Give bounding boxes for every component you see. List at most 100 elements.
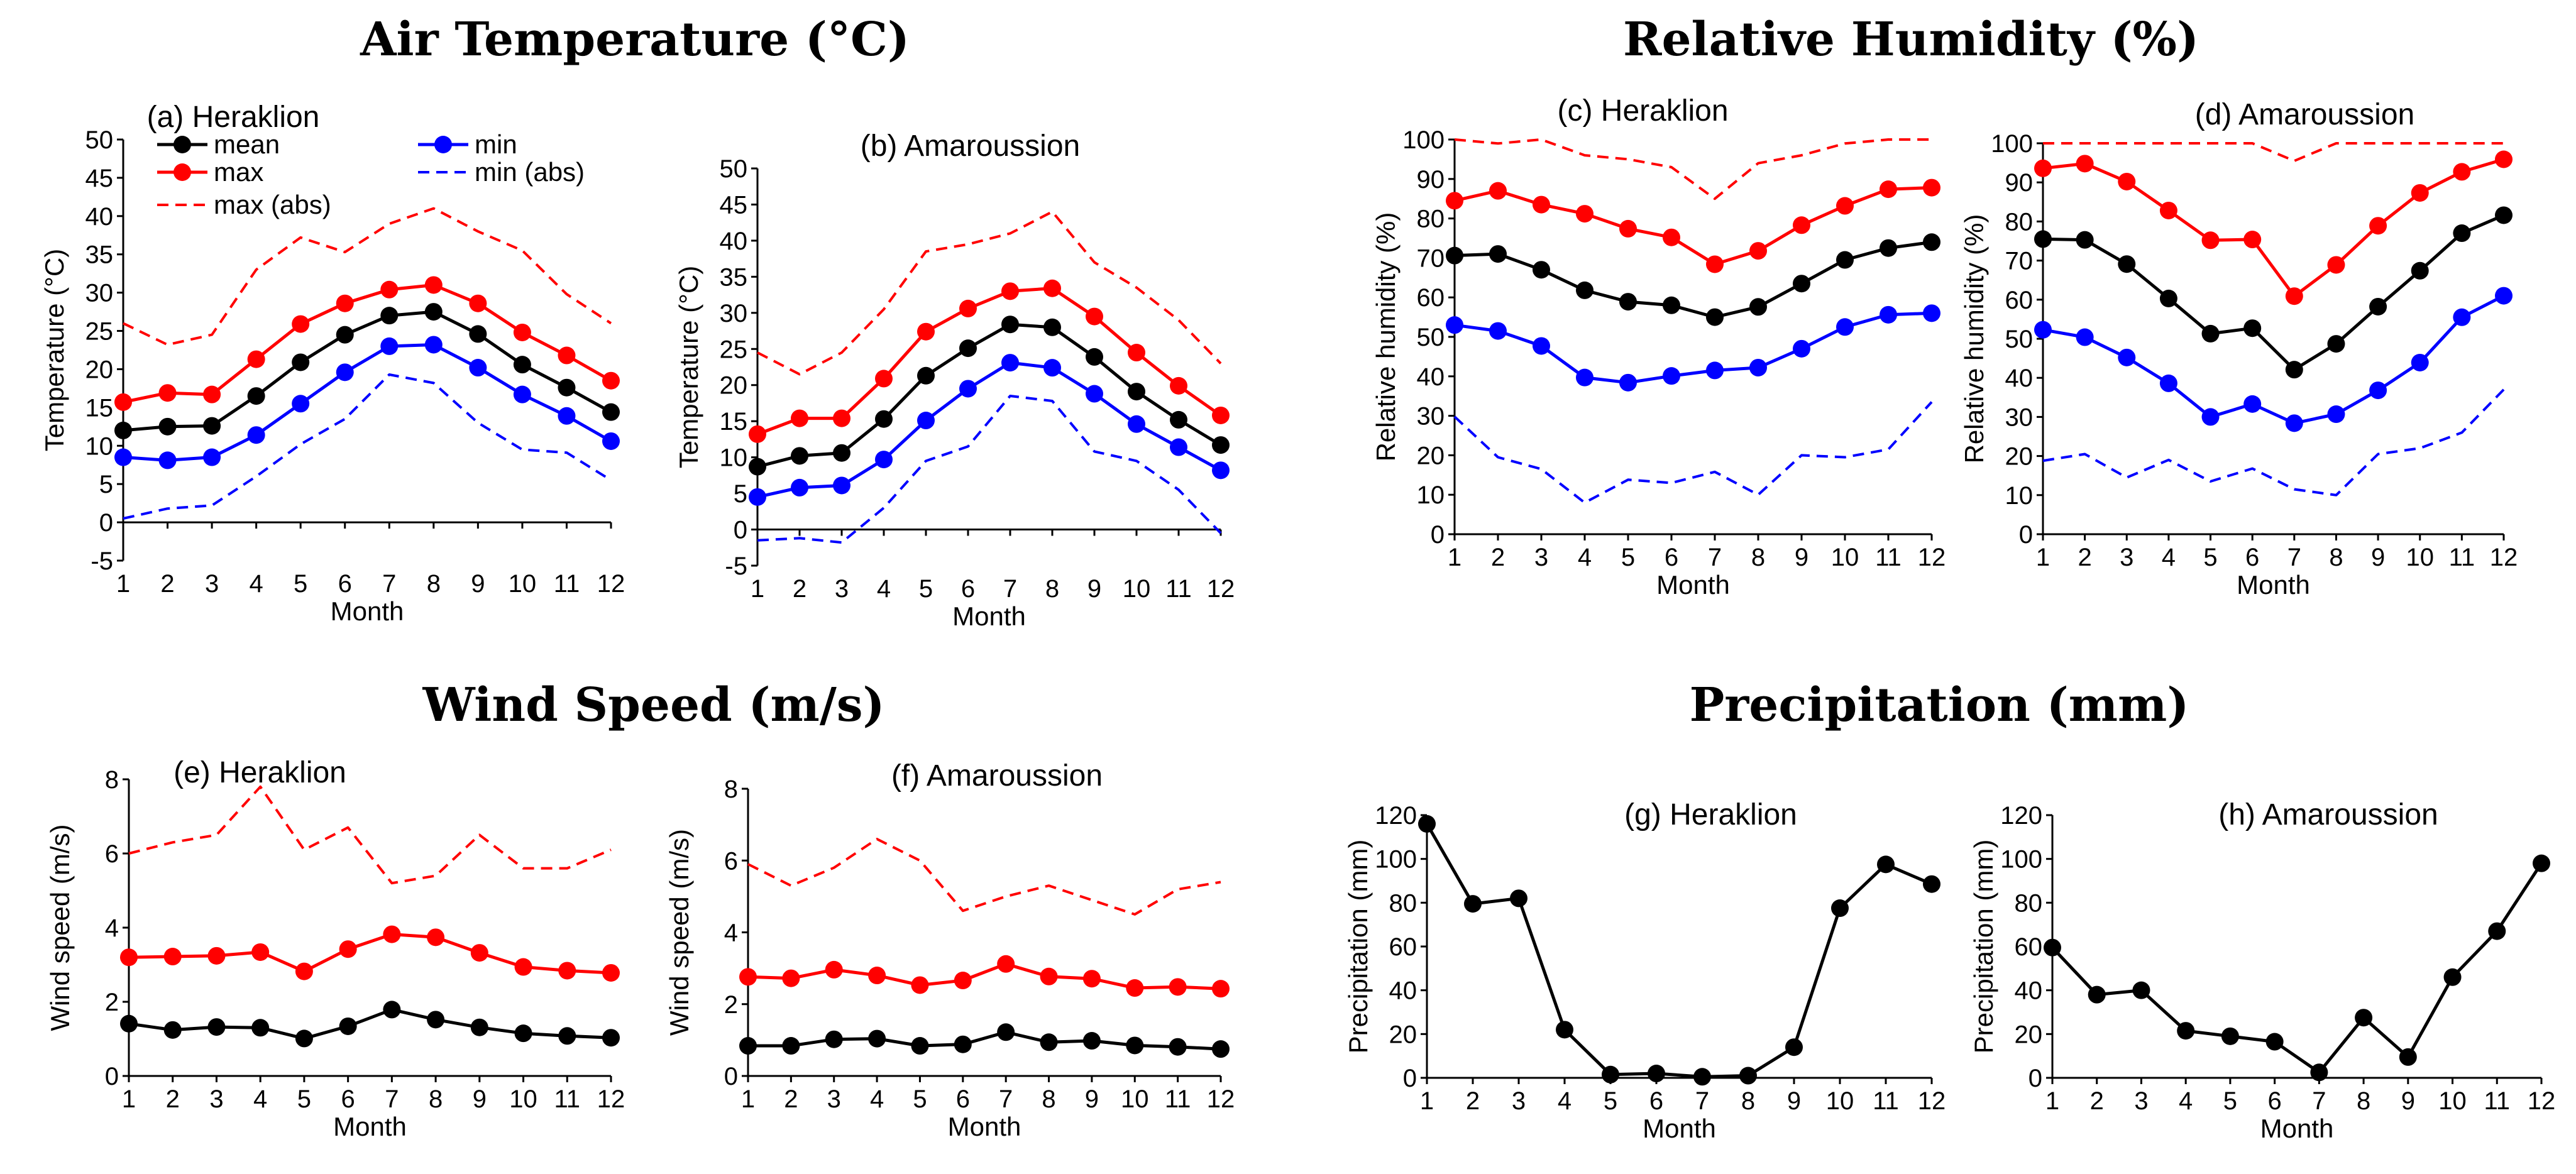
data-point-max [1086,307,1103,326]
x-tick-label: 11 [2484,1087,2511,1115]
y-tick-label: 40 [2015,977,2043,1005]
data-point-min [424,336,443,354]
data-point-min [1446,316,1463,334]
x-tick-label: 7 [1708,544,1722,571]
data-point-mean [2495,206,2513,224]
data-point-max [1001,282,1019,300]
data-point-mean [120,1014,138,1033]
data-point-mean [1418,815,1436,833]
x-tick-label: 2 [1466,1087,1480,1115]
y-tick-label: 35 [85,241,114,269]
data-point-mean [427,1011,445,1029]
x-tick-label: 2 [2090,1087,2104,1115]
data-point-min [1001,354,1019,372]
data-point-max [251,943,270,961]
x-tick-label: 7 [999,1085,1013,1113]
data-point-min [2076,328,2094,346]
x-tick-label: 2 [2078,544,2092,571]
data-point-max [207,946,226,965]
x-axis-title: Month [1656,570,1730,600]
x-tick-label: 1 [2045,1087,2059,1115]
series-line-min [757,361,1222,499]
data-point-mean [2399,1048,2417,1066]
x-tick-label: 7 [1003,575,1017,603]
x-tick-label: 7 [2312,1087,2326,1115]
data-point-max [1619,219,1637,238]
x-tick-label: 9 [1795,544,1808,571]
data-point-mean [1923,233,1940,251]
data-point-mean [383,1001,401,1019]
data-point-mean [1464,895,1482,913]
data-point-mean [1576,281,1593,299]
data-point-min [1489,322,1507,340]
x-tick-label: 12 [597,1085,625,1113]
data-point-mean [1877,855,1895,874]
data-point-min [2327,405,2345,424]
x-tick-label: 5 [913,1085,927,1113]
y-tick-label: 5 [734,480,747,508]
y-axis-title: Wind speed (m/s) [45,824,75,1031]
x-tick-label: 12 [2490,544,2518,571]
x-tick-label: 9 [1085,1085,1099,1113]
x-tick-label: 5 [297,1085,311,1113]
data-point-mean [2369,297,2387,315]
x-tick-label: 8 [1042,1085,1055,1113]
data-point-max [2118,172,2136,190]
y-tick-label: 25 [720,336,748,363]
y-tick-label: 60 [2015,933,2043,961]
series-line-max [2042,158,2504,298]
x-tick-label: 12 [597,570,625,598]
y-tick-label: 6 [105,840,119,868]
series-line-max-abs [128,785,612,885]
x-tick-label: 6 [341,1085,355,1113]
x-tick-label: 1 [751,575,764,603]
data-point-max [2453,163,2471,181]
x-tick-label: 1 [1420,1087,1434,1115]
data-point-min [1663,367,1680,385]
x-tick-label: 4 [253,1085,267,1113]
data-point-mean [2076,231,2094,249]
y-tick-label: 70 [2005,248,2034,275]
y-axis-title: Relative humidity (%) [1959,214,1989,464]
x-tick-label: 5 [919,575,933,603]
y-axis-title: Temperature (°C) [40,249,69,452]
data-point-max [602,371,620,390]
y-tick-label: 0 [99,509,113,537]
y-tick-label: 30 [85,280,114,307]
series-line-mean [748,1030,1221,1051]
x-tick-label: 6 [1665,544,1678,571]
data-point-max [158,384,177,402]
y-tick-label: 90 [2005,169,2034,197]
legend-min-marker [434,136,452,153]
panel-label-e: (e) Heraklion [173,756,346,789]
data-point-mean [1831,899,1849,918]
x-tick-label: 8 [427,570,441,598]
data-point-mean [1739,1067,1757,1085]
data-point-mean [558,1027,576,1045]
data-point-mean [1533,261,1550,279]
data-point-max [1836,197,1854,215]
legend-mean-marker [173,136,191,153]
data-point-max [1040,967,1058,985]
data-point-mean [1602,1065,1619,1083]
data-point-max [2034,159,2052,177]
data-point-mean [2221,1027,2239,1045]
series-line-min [123,343,612,462]
data-point-mean [1212,436,1230,454]
x-tick-label: 5 [1621,544,1635,571]
y-tick-label: 50 [1417,324,1445,351]
series-line-mean [1454,240,1932,319]
y-tick-label: 120 [1375,802,1417,830]
x-tick-label: 4 [877,575,891,603]
y-tick-label: 60 [2005,287,2034,314]
y-axis-title: Precipitation (mm) [1343,840,1373,1054]
y-tick-label: 10 [1417,481,1445,509]
x-tick-label: 3 [1512,1087,1526,1115]
y-tick-label: 120 [2000,802,2042,830]
series-line-min-abs [757,395,1222,544]
panel-label-a: (a) Heraklion [147,101,320,134]
y-tick-label: 45 [720,191,748,219]
data-point-mean [1510,889,1527,908]
y-tick-label: 4 [724,919,738,947]
